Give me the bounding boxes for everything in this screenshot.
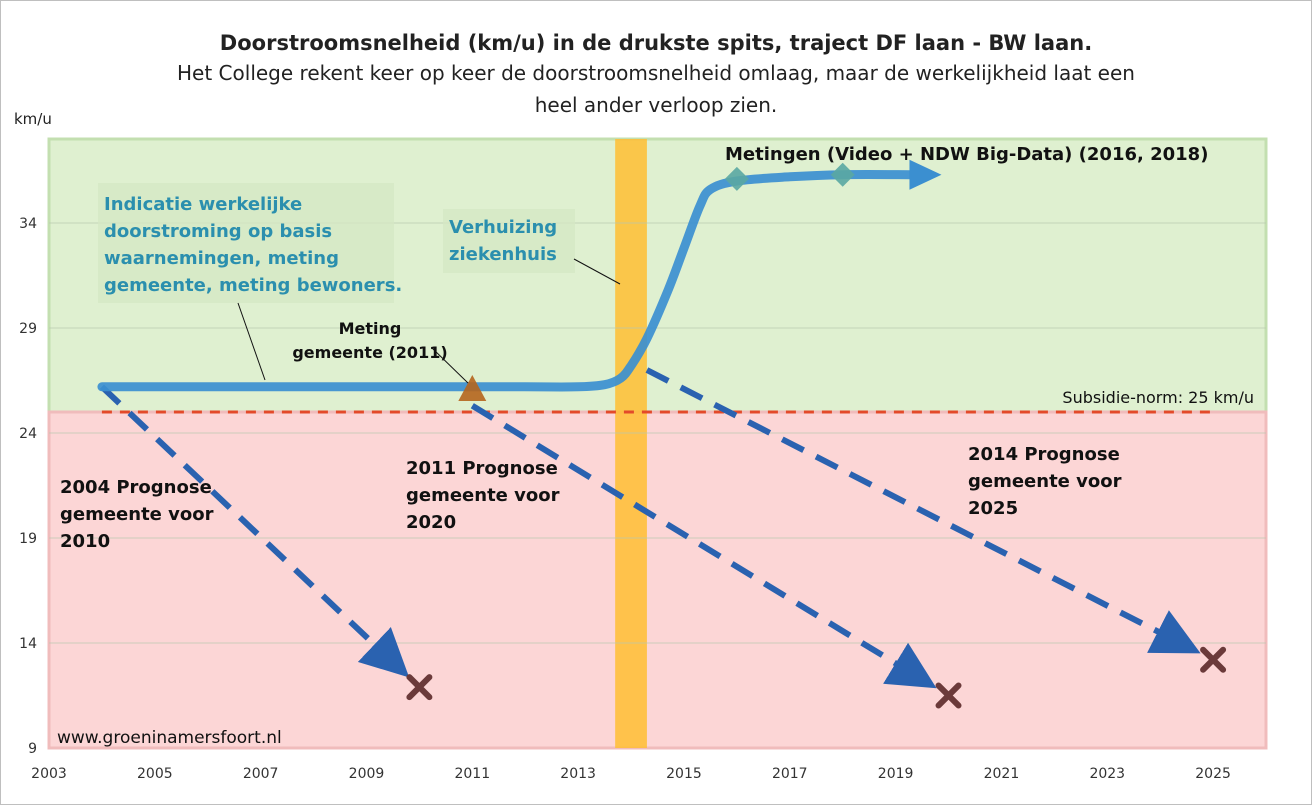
x-tick-2023: 2023 [1089, 766, 1125, 782]
x-tick-2017: 2017 [772, 766, 808, 782]
hospital-move-band-rect [615, 139, 647, 748]
measurements-label: Metingen (Video + NDW Big-Data) (2016, 2… [725, 144, 1208, 165]
actual-label-line-4: gemeente, meting bewoners. [104, 275, 402, 296]
hospital-label-box [443, 209, 575, 273]
forecast-2004-line [99, 384, 410, 678]
chart-title: Doorstroomsnelheid (km/u) in de drukste … [220, 31, 1092, 55]
forecast-2004-label-line-3: 2010 [60, 531, 110, 552]
forecast-2004-label-line-2: gemeente voor [60, 504, 214, 525]
forecast-2014-label-line-1: 2014 Prognose [968, 444, 1120, 465]
x-tick-2003: 2003 [31, 766, 67, 782]
forecast-2014-target-marker [1200, 646, 1227, 673]
source-label: www.groeninamersfoort.nl [57, 728, 282, 748]
forecast-series [99, 367, 1201, 689]
x-tick-2019: 2019 [878, 766, 914, 782]
municipal-measurement-marker [458, 375, 487, 401]
forecast-2011-target-marker [935, 682, 962, 709]
x-tick-2015: 2015 [666, 766, 702, 782]
y-tick-34: 34 [19, 216, 37, 232]
actual-label-box [98, 183, 394, 303]
forecast-2014-label-line-3: 2025 [968, 498, 1018, 519]
gridlines [49, 222, 1266, 644]
y-tick-24: 24 [19, 426, 37, 442]
x-tick-2005: 2005 [137, 766, 173, 782]
x-tick-2013: 2013 [560, 766, 596, 782]
x-tick-2021: 2021 [984, 766, 1020, 782]
hospital-label-line-1: Verhuizing [449, 217, 557, 238]
x-tick-labels: 2003 2005 2007 2009 2011 2013 2015 2017 2019 2021… [31, 766, 1231, 782]
y-tick-labels: 9 14 19 24 29 34 [19, 216, 37, 757]
y-tick-14: 14 [19, 636, 37, 652]
municipal-label-line-2: gemeente (2011) [292, 343, 447, 362]
actual-label-line-1: Indicatie werkelijke [104, 194, 302, 215]
y-tick-9: 9 [28, 741, 37, 757]
measurement-2016-marker [724, 166, 749, 191]
forecast-2004-label-line-1: 2004 Prognose [60, 477, 212, 498]
actual-label-leader [237, 302, 266, 381]
y-axis-label: km/u [14, 110, 52, 128]
actual-label-line-2: doorstroming op basis [104, 221, 332, 242]
forecast-2011-label-line-2: gemeente voor [406, 485, 560, 506]
forecast-2004-target-marker [406, 674, 433, 701]
forecast-2014-line [645, 367, 1201, 654]
y-tick-29: 29 [19, 321, 37, 337]
measurement-2018-marker [830, 162, 855, 187]
hospital-label-line-2: ziekenhuis [449, 244, 557, 265]
chart-subtitle-line-2: heel ander verloop zien. [535, 93, 778, 117]
measurement-markers [406, 162, 1227, 709]
forecast-2011-label-line-3: 2020 [406, 512, 456, 533]
forecast-2011-line [470, 403, 937, 689]
x-tick-2007: 2007 [243, 766, 279, 782]
municipal-label-leader [431, 347, 469, 384]
chart-subtitle-line-1: Het College rekent keer op keer de doors… [177, 61, 1135, 85]
norm-label: Subsidie-norm: 25 km/u [1062, 388, 1254, 407]
forecast-2011-label-line-1: 2011 Prognose [406, 458, 558, 479]
x-tick-2011: 2011 [454, 766, 490, 782]
x-tick-2025: 2025 [1195, 766, 1231, 782]
hospital-label-leader [573, 258, 621, 285]
municipal-label-line-1: Meting [339, 319, 402, 338]
hospital-move-band [615, 139, 647, 748]
actual-label-line-3: waarnemingen, meting [104, 248, 339, 269]
actual-arrowhead [909, 159, 942, 190]
y-tick-19: 19 [19, 531, 37, 547]
forecast-2014-label-line-2: gemeente voor [968, 471, 1122, 492]
x-tick-2009: 2009 [349, 766, 385, 782]
